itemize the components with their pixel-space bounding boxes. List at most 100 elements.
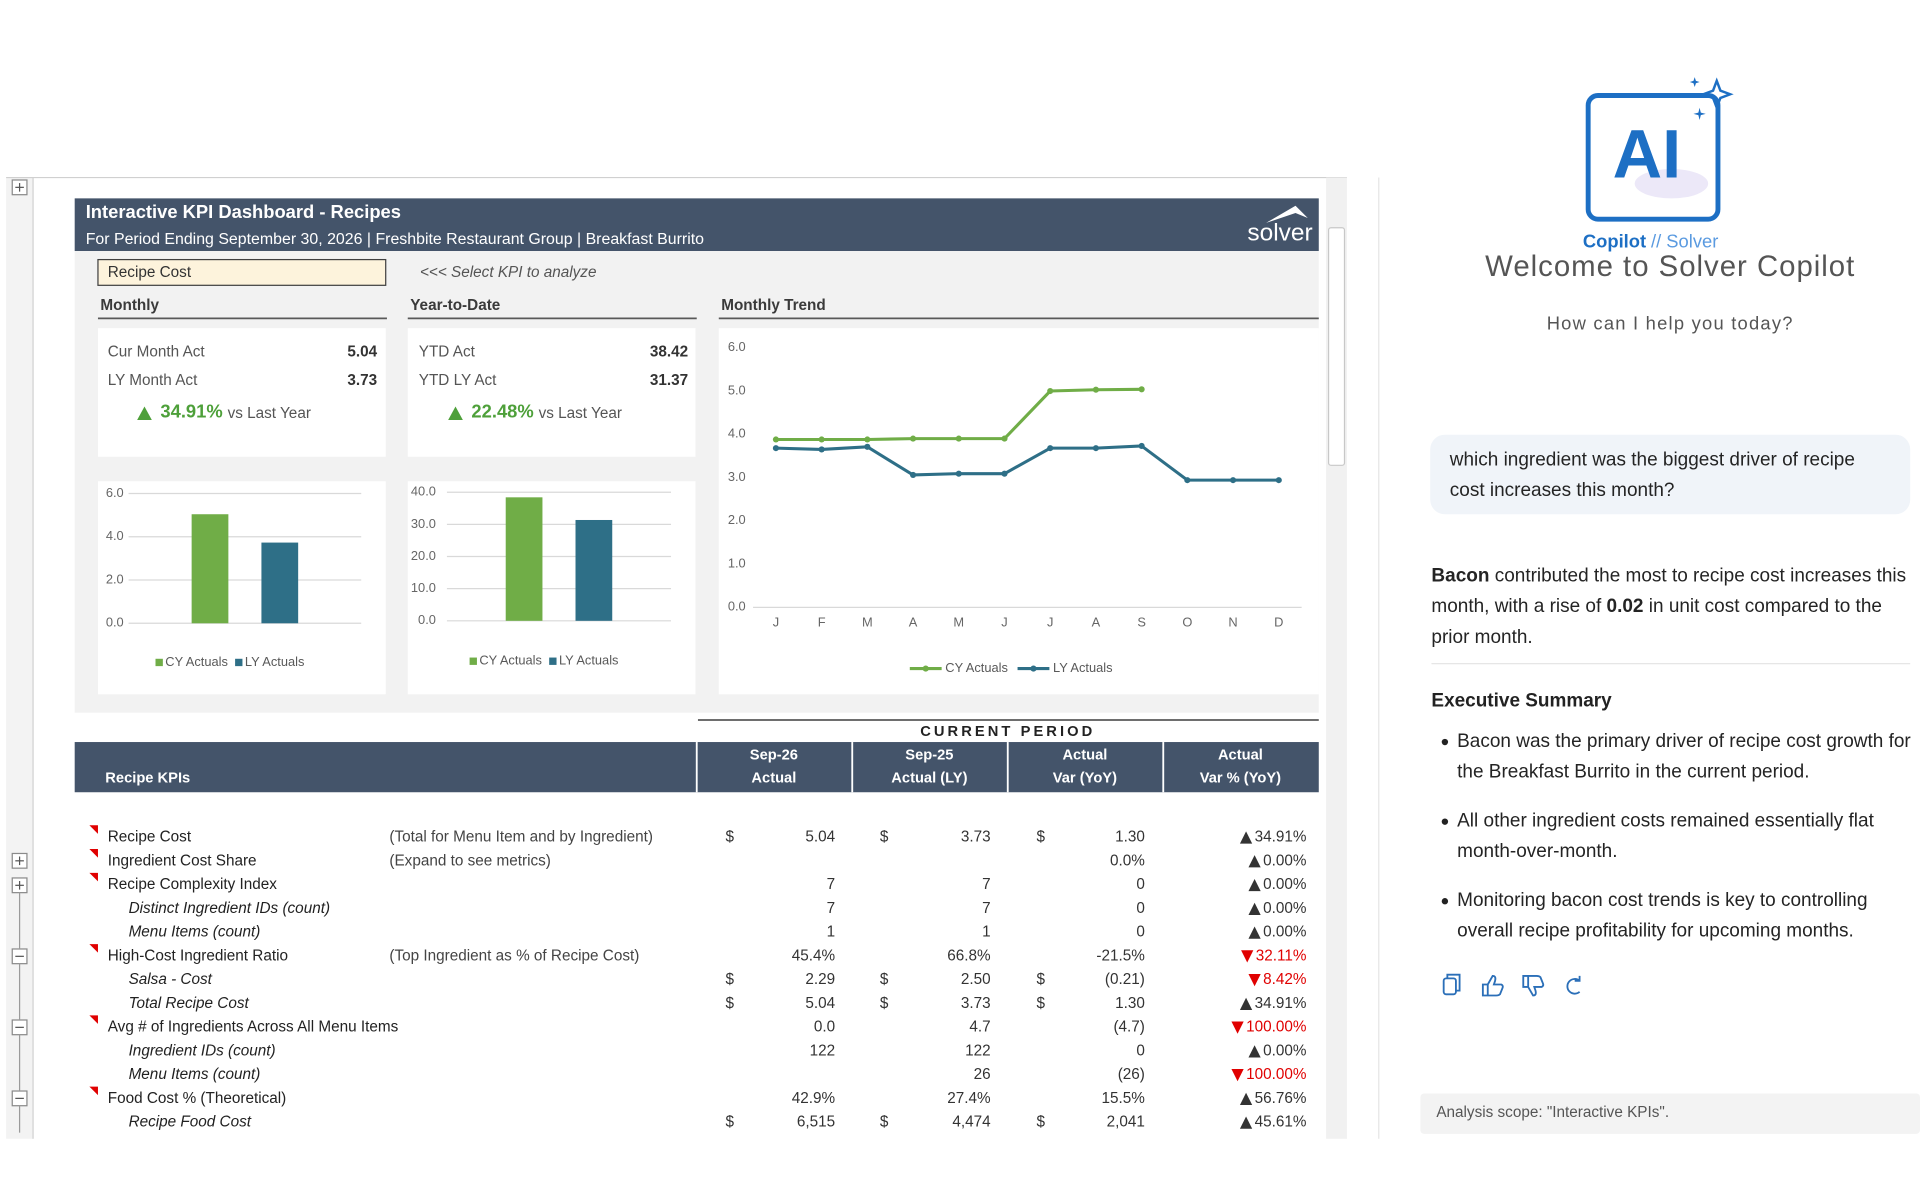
logo-brand-suffix: // Solver — [1651, 230, 1718, 251]
section-label: Monthly Trend — [721, 297, 826, 314]
bar — [261, 542, 299, 624]
header-band — [74, 198, 1319, 252]
cell-value: 0.0% — [1110, 852, 1145, 869]
variance-pct: 0.00% — [1263, 924, 1307, 941]
y-tick-label: 0.0 — [106, 615, 124, 630]
x-tick-label: A — [1092, 615, 1101, 630]
cell-value: (0.21) — [1105, 971, 1145, 988]
cell-value: 5.04 — [805, 829, 835, 846]
y-tick-label: 4.0 — [728, 426, 746, 441]
bullet-dot — [1441, 818, 1449, 825]
cell-value: 26 — [974, 1066, 991, 1083]
comment-marker — [89, 1015, 98, 1024]
row-label: Ingredient IDs (count) — [129, 1042, 276, 1059]
x-tick-label: A — [909, 615, 918, 630]
variance-arrow — [1248, 1045, 1261, 1058]
column-header: Actual — [1218, 747, 1263, 763]
change-note: vs Last Year — [228, 405, 311, 422]
row-label: Distinct Ingredient IDs (count) — [129, 900, 330, 917]
x-tick-label: S — [1137, 615, 1146, 630]
variance-pct: 8.42% — [1263, 971, 1307, 988]
answer-segment: Bacon — [1431, 565, 1490, 587]
change-note: vs Last Year — [539, 405, 622, 422]
cell-value: 0 — [1136, 876, 1145, 893]
variance-arrow — [1248, 902, 1261, 915]
cell-value: 7 — [827, 876, 836, 893]
logo-brand-name: Copilot — [1583, 230, 1646, 251]
y-tick-label: 6.0 — [106, 485, 124, 500]
currency: $ — [880, 829, 889, 846]
y-tick-label: 2.0 — [106, 571, 124, 586]
comment-marker — [89, 849, 98, 858]
x-tick-label: J — [773, 615, 779, 630]
variance-pct: 34.91% — [1255, 995, 1307, 1012]
variance-pct: 100.00% — [1246, 1019, 1307, 1036]
series-marker — [818, 446, 825, 453]
cell-value: 1 — [982, 924, 991, 941]
cell-value: 1.30 — [1115, 995, 1145, 1012]
sparkle — [1699, 77, 1734, 112]
copy-button[interactable] — [1442, 977, 1457, 996]
row-label: Avg # of Ingredients Across All Menu Ite… — [108, 1019, 399, 1036]
sparkle — [1689, 77, 1700, 87]
bar — [191, 514, 229, 624]
column-header: Actual — [1062, 747, 1107, 763]
currency: $ — [1037, 995, 1046, 1012]
legend-label: CY Actuals — [165, 654, 228, 669]
series-marker — [1092, 386, 1099, 393]
variance-arrow — [1239, 997, 1253, 1010]
y-tick-label: 2.0 — [728, 512, 746, 527]
cell-value: 4.7 — [969, 1019, 990, 1036]
y-tick-label: 5.0 — [728, 382, 746, 397]
summary-bullet: All other ingredient costs remained esse… — [1457, 810, 1874, 863]
series-marker — [864, 436, 871, 443]
currency: $ — [880, 995, 889, 1012]
cell-value: 0.0 — [814, 1019, 835, 1036]
series-marker — [1138, 442, 1145, 450]
cell-value: 2,041 — [1107, 1114, 1145, 1131]
user-message: which ingredient was the biggest driver … — [1449, 449, 1855, 501]
variance-pct: 100.00% — [1246, 1066, 1307, 1083]
column-header: Var (YoY) — [1053, 771, 1117, 787]
summary-title: Executive Summary — [1431, 691, 1612, 712]
y-tick-label: 1.0 — [728, 555, 746, 570]
series-marker — [772, 445, 779, 452]
legend-label: LY Actuals — [1053, 660, 1113, 675]
cell-value: 7 — [827, 900, 836, 917]
currency: $ — [726, 829, 735, 846]
cell-value: -21.5% — [1096, 947, 1145, 964]
regenerate-button[interactable] — [1566, 975, 1581, 995]
variance-pct: 0.00% — [1263, 900, 1307, 917]
variance-arrow — [1248, 926, 1261, 939]
currency: $ — [1037, 1114, 1046, 1131]
logo-ai: AI — [1613, 115, 1682, 192]
x-tick-label: J — [1047, 615, 1053, 630]
legend-marker — [922, 665, 929, 672]
kpi-label: Cur Month Act — [108, 344, 206, 361]
series-marker — [910, 435, 917, 442]
variance-pct: 56.76% — [1255, 1090, 1307, 1107]
series-line — [775, 444, 1279, 482]
thumbs-down-button[interactable] — [1522, 975, 1545, 997]
row-label: Recipe Cost — [108, 829, 192, 846]
legend-label: LY Actuals — [559, 653, 619, 668]
thumbs-up-button[interactable] — [1481, 974, 1504, 997]
comment-marker — [89, 1086, 98, 1096]
series-marker — [818, 436, 825, 443]
column-header: Sep-26 — [750, 747, 798, 763]
cell-value: 7 — [982, 876, 991, 893]
series-marker — [1047, 387, 1054, 395]
scope-box — [1420, 1093, 1920, 1134]
y-tick-label: 10.0 — [411, 580, 436, 595]
variance-pct: 32.11% — [1256, 947, 1307, 964]
legend-label: CY Actuals — [479, 653, 542, 668]
legend-swatch — [549, 657, 557, 665]
y-tick-label: 6.0 — [728, 339, 746, 354]
comment-marker — [89, 944, 98, 953]
cell-value: 2.29 — [805, 971, 835, 988]
dashboard-subtitle: For Period Ending September 30, 2026 | F… — [86, 231, 704, 248]
cell-value: 3.73 — [961, 829, 991, 846]
cell-value: 0 — [1136, 1042, 1145, 1059]
y-tick-label: 3.0 — [728, 469, 746, 484]
